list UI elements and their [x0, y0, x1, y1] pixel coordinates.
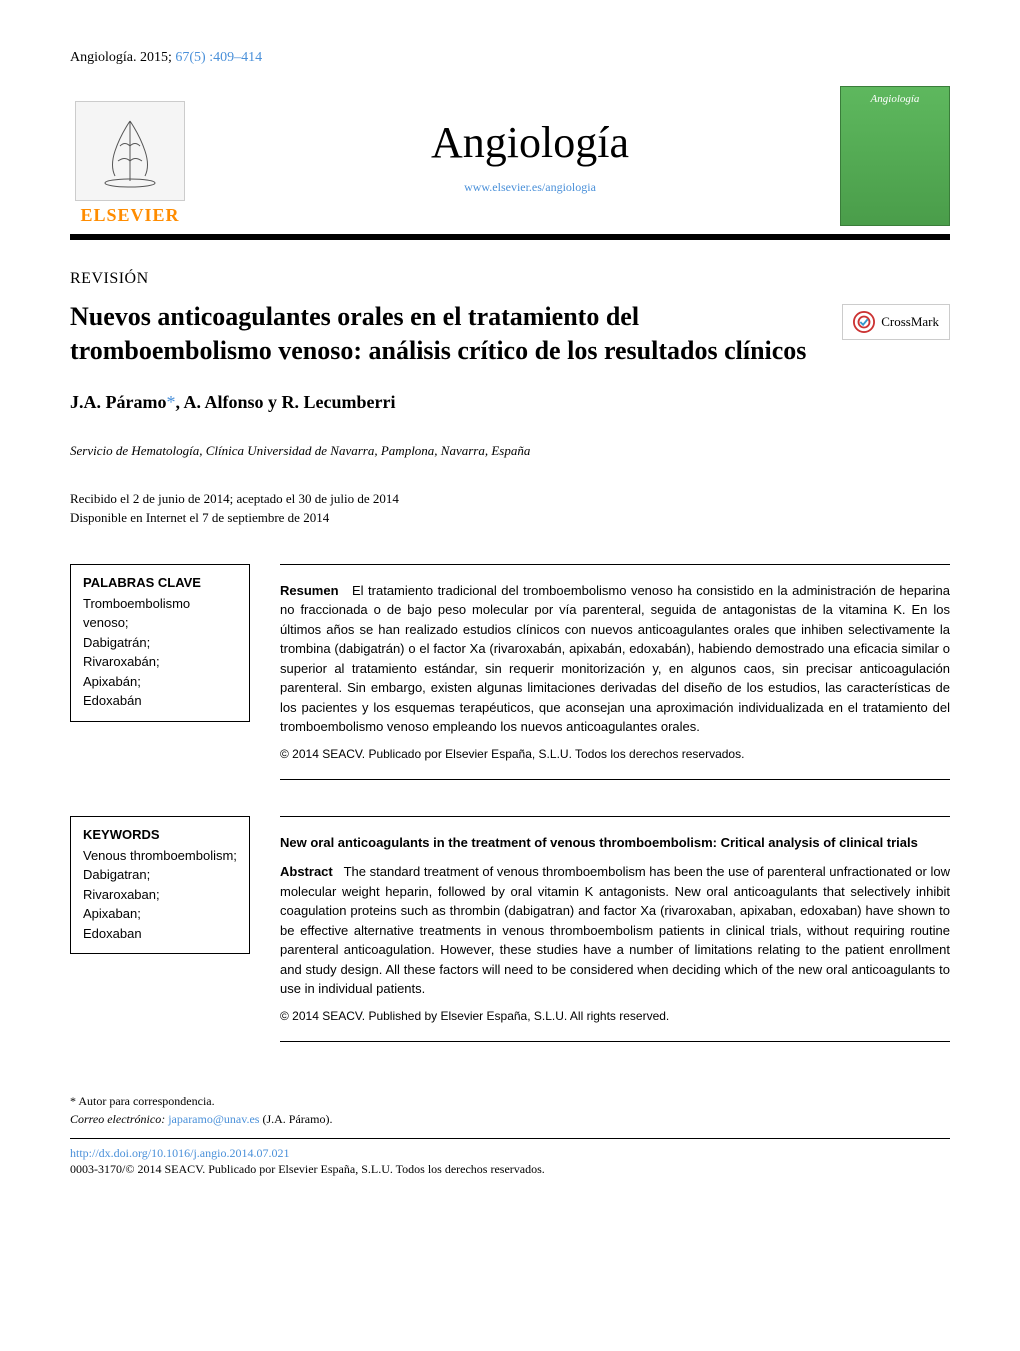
citation-journal: Angiología.	[70, 50, 137, 65]
palabras-clave-heading: PALABRAS CLAVE	[83, 575, 237, 590]
correspondence-email[interactable]: japaramo@unav.es	[168, 1112, 259, 1126]
citation-volume: 67(5)	[175, 50, 205, 65]
email-author: (J.A. Páramo).	[262, 1112, 332, 1126]
crossmark-icon	[853, 311, 875, 333]
dates-received-accepted: Recibido el 2 de junio de 2014; aceptado…	[70, 489, 950, 509]
journal-cover-thumbnail: Angiología	[840, 86, 950, 226]
citation-year: 2015;	[140, 50, 172, 65]
elsevier-tree-icon	[75, 101, 185, 201]
dates-online: Disponible en Internet el 7 de septiembr…	[70, 508, 950, 528]
keywords-list: Venous thromboembolism; Dabigatran; Riva…	[83, 846, 237, 944]
header-citation: Angiología. 2015; 67(5) :409–414	[70, 50, 950, 66]
article-dates: Recibido el 2 de junio de 2014; aceptado…	[70, 489, 950, 528]
keywords-box: KEYWORDS Venous thromboembolism; Dabigat…	[70, 816, 250, 1042]
correspondence-footnote: * Autor para correspondencia. Correo ele…	[70, 1092, 950, 1128]
journal-url[interactable]: www.elsevier.es/angiologia	[464, 180, 596, 195]
abstract-label: Abstract	[280, 864, 333, 879]
resumen-copyright: © 2014 SEACV. Publicado por Elsevier Esp…	[280, 745, 950, 763]
authors: J.A. Páramo*, A. Alfonso y R. Lecumberri	[70, 392, 950, 413]
abstract-copyright: © 2014 SEACV. Published by Elsevier Espa…	[280, 1007, 950, 1025]
palabras-clave-box: PALABRAS CLAVE Tromboembolismo venoso; D…	[70, 564, 250, 780]
elsevier-logo-block: ELSEVIER	[70, 86, 190, 226]
doi-link[interactable]: http://dx.doi.org/10.1016/j.angio.2014.0…	[70, 1145, 950, 1162]
abstract-text: The standard treatment of venous thrombo…	[280, 864, 950, 996]
crossmark-label: CrossMark	[881, 314, 939, 330]
palabras-clave-list: Tromboembolismo venoso; Dabigatrán; Riva…	[83, 594, 237, 711]
header-banner: ELSEVIER Angiología www.elsevier.es/angi…	[70, 86, 950, 240]
section-label: REVISIÓN	[70, 270, 950, 288]
english-abstract-section: KEYWORDS Venous thromboembolism; Dabigat…	[70, 816, 950, 1042]
journal-name: Angiología	[431, 117, 629, 168]
affiliation: Servicio de Hematología, Clínica Univers…	[70, 443, 950, 459]
crossmark-badge[interactable]: CrossMark	[842, 304, 950, 340]
elsevier-wordmark: ELSEVIER	[80, 205, 179, 226]
abstract-content: New oral anticoagulants in the treatment…	[280, 816, 950, 1042]
email-label: Correo electrónico:	[70, 1112, 165, 1126]
resumen-label: Resumen	[280, 583, 339, 598]
journal-title-block: Angiología www.elsevier.es/angiologia	[220, 86, 840, 226]
spanish-abstract-section: PALABRAS CLAVE Tromboembolismo venoso; D…	[70, 564, 950, 780]
issn-copyright: 0003-3170/© 2014 SEACV. Publicado por El…	[70, 1161, 950, 1178]
footer: http://dx.doi.org/10.1016/j.angio.2014.0…	[70, 1138, 950, 1179]
resumen-content: Resumen El tratamiento tradicional del t…	[280, 564, 950, 780]
citation-pages: :409–414	[209, 50, 262, 65]
article-title: Nuevos anticoagulantes orales en el trat…	[70, 300, 822, 368]
resumen-text: El tratamiento tradicional del tromboemb…	[280, 583, 950, 735]
authors-rest: , A. Alfonso y R. Lecumberri	[175, 392, 395, 412]
correspondence-label: * Autor para correspondencia.	[70, 1092, 950, 1110]
author-first: J.A. Páramo	[70, 392, 166, 412]
keywords-heading: KEYWORDS	[83, 827, 237, 842]
abstract-english-title: New oral anticoagulants in the treatment…	[280, 833, 950, 853]
cover-title: Angiología	[871, 93, 920, 105]
title-row: Nuevos anticoagulantes orales en el trat…	[70, 300, 950, 368]
